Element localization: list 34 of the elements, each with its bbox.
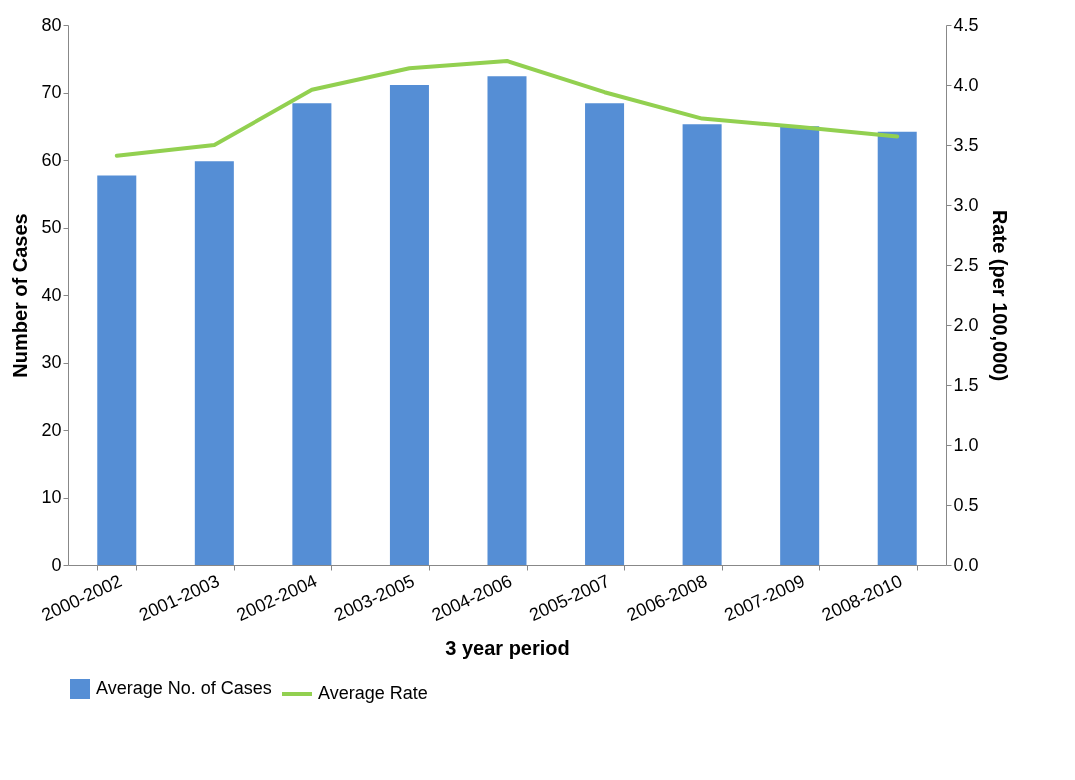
y2-tick-label: 4.5 [953,14,979,35]
bar [487,76,527,565]
bar [585,103,625,565]
legend-label: Average No. of Cases [96,678,272,698]
y2-tick-label: 1.5 [953,374,979,395]
y2-tick-label: 0.0 [953,554,979,575]
y2-tick-label: 4.0 [953,74,979,95]
y2-tick-label: 3.5 [953,134,979,155]
y-tick-label: 0 [51,554,62,575]
x-axis-title: 3 year period [445,637,570,660]
y-tick-label: 70 [41,82,62,102]
y-tick-label: 40 [41,284,62,305]
bar [97,175,137,565]
legend-label: Average Rate [318,683,428,703]
bar [682,124,722,565]
y-tick-label: 60 [41,149,62,170]
bar [292,103,332,565]
y2-tick-label: 3.0 [953,194,979,215]
y2-tick-label: 2.0 [953,314,979,335]
y2-tick-label: 2.5 [953,254,979,275]
bar [389,85,429,565]
y2-tick-label: 1.0 [953,434,979,455]
line-series [114,59,900,158]
y-axis-title: Number of Cases [9,213,32,378]
y-tick-label: 10 [41,487,62,507]
bar [194,161,234,565]
y-tick-label: 50 [41,217,62,237]
y2-axis-title: Rate (per 100,000) [988,209,1011,382]
y-tick-label: 20 [41,419,62,440]
bar [877,131,917,565]
y-tick-label: 30 [41,352,62,372]
y-tick-label: 80 [41,14,62,35]
y2-tick-label: 0.5 [953,494,979,515]
bar [780,126,820,565]
